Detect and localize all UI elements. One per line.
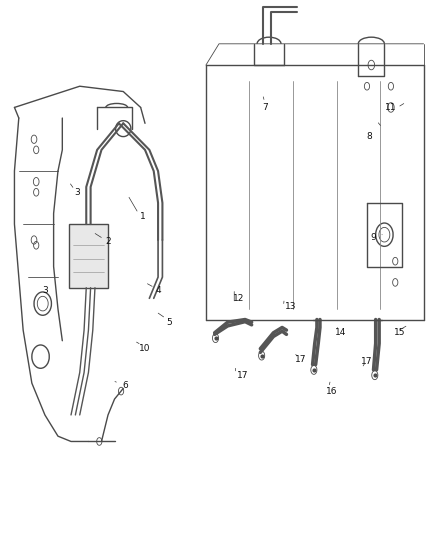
Text: 15: 15 bbox=[394, 328, 405, 337]
Text: 6: 6 bbox=[123, 381, 128, 390]
Text: 7: 7 bbox=[262, 103, 268, 112]
Text: 17: 17 bbox=[361, 358, 373, 367]
Text: 17: 17 bbox=[237, 370, 249, 379]
Text: 3: 3 bbox=[42, 286, 48, 295]
Text: 9: 9 bbox=[371, 233, 376, 242]
Text: 10: 10 bbox=[139, 344, 151, 353]
Text: 16: 16 bbox=[326, 386, 338, 395]
Text: 8: 8 bbox=[366, 132, 372, 141]
Text: 1: 1 bbox=[140, 212, 146, 221]
Text: 2: 2 bbox=[105, 237, 111, 246]
Text: 13: 13 bbox=[285, 302, 297, 311]
Text: 12: 12 bbox=[233, 294, 244, 303]
Bar bbox=[69, 224, 108, 288]
Text: 11: 11 bbox=[385, 103, 397, 112]
Text: 3: 3 bbox=[74, 188, 81, 197]
Text: 4: 4 bbox=[155, 286, 161, 295]
Text: 5: 5 bbox=[166, 318, 172, 327]
Text: 17: 17 bbox=[295, 355, 307, 364]
Text: 14: 14 bbox=[335, 328, 346, 337]
